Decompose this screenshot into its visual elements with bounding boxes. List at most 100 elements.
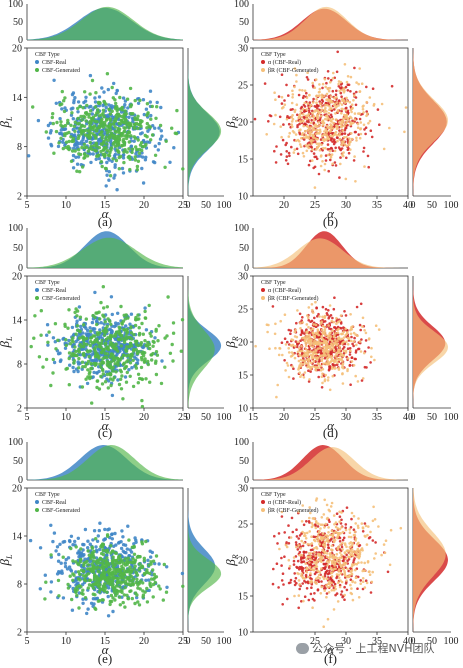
scatter-point <box>341 107 344 111</box>
scatter-point <box>327 77 330 80</box>
scatter-point <box>116 322 121 326</box>
scatter-point <box>52 78 56 83</box>
scatter-point <box>312 166 316 170</box>
scatter-point <box>314 123 317 126</box>
scatter-point <box>151 568 155 572</box>
scatter-point <box>307 575 310 579</box>
scatter-point <box>63 564 68 569</box>
panel-a: 510152025281420αβLCBF TypeCBF-RealCBF-Ge… <box>0 0 232 229</box>
scatter-point <box>334 354 337 358</box>
scatter-point <box>99 300 103 305</box>
scatter-point <box>345 506 349 510</box>
scatter-point <box>341 372 344 375</box>
scatter-point <box>341 119 345 123</box>
scatter-point <box>326 585 330 589</box>
scatter-point <box>349 383 352 387</box>
scatter-point <box>101 368 105 373</box>
scatter-point <box>345 99 349 103</box>
scatter-point <box>90 78 95 83</box>
top-marginal-tick-label: 100 <box>8 0 23 10</box>
scatter-point <box>329 99 333 102</box>
scatter-point <box>101 148 105 152</box>
scatter-point <box>154 554 159 558</box>
scatter-point <box>350 326 353 329</box>
scatter-point <box>119 576 123 580</box>
scatter-point <box>289 329 293 332</box>
legend-marker <box>261 288 265 292</box>
scatter-point <box>113 163 117 167</box>
top-marginal-density-generated <box>27 445 183 480</box>
scatter-point <box>367 337 371 340</box>
scatter-point <box>94 359 99 363</box>
scatter-point <box>104 166 108 171</box>
scatter-point <box>305 587 309 590</box>
scatter-point <box>299 327 302 330</box>
scatter-point <box>291 93 295 96</box>
scatter-point <box>327 99 330 103</box>
scatter-point <box>134 152 138 156</box>
scatter-point <box>71 166 76 170</box>
scatter-point <box>313 365 317 369</box>
scatter-point <box>104 105 108 110</box>
scatter-point <box>114 158 119 163</box>
scatter-point <box>361 316 365 320</box>
scatter-point <box>293 85 296 89</box>
scatter-point <box>105 578 109 582</box>
scatter-point <box>151 344 155 348</box>
x-axis-label: α <box>327 418 335 433</box>
scatter-point <box>94 545 98 549</box>
scatter-point <box>349 332 353 336</box>
x-tick-label: 15 <box>100 636 110 647</box>
scatter-point <box>329 119 333 123</box>
scatter-point <box>114 321 118 325</box>
scatter-point <box>83 575 87 579</box>
scatter-point <box>327 362 331 366</box>
scatter-point <box>158 587 162 591</box>
scatter-point <box>334 340 337 344</box>
scatter-point <box>69 135 73 139</box>
scatter-point <box>276 383 280 387</box>
scatter-point <box>305 520 308 523</box>
scatter-point <box>352 340 356 343</box>
scatter-point <box>81 588 85 592</box>
scatter-point <box>347 151 351 155</box>
scatter-point <box>88 92 92 96</box>
scatter-point <box>325 138 328 142</box>
y-tick-label: 15 <box>238 155 248 166</box>
top-marginal-tick-label: 100 <box>234 0 249 10</box>
scatter-point <box>310 303 314 306</box>
scatter-point <box>343 585 346 589</box>
scatter-point <box>119 344 124 348</box>
scatter-point <box>348 137 351 140</box>
scatter-point <box>144 377 148 381</box>
scatter-point <box>354 351 358 354</box>
scatter-point <box>74 155 78 159</box>
scatter-point <box>48 121 53 126</box>
scatter-point <box>314 349 318 353</box>
scatter-point <box>33 314 37 318</box>
scatter-point <box>331 316 334 320</box>
scatter-point <box>307 369 310 373</box>
scatter-point <box>319 369 323 372</box>
scatter-point <box>93 327 97 331</box>
scatter-point <box>305 331 309 335</box>
scatter-point <box>364 331 368 335</box>
scatter-point <box>156 339 160 343</box>
scatter-point <box>300 565 303 569</box>
scatter-point <box>56 559 61 563</box>
scatter-point <box>361 530 365 533</box>
scatter-point <box>146 340 150 345</box>
scatter-point <box>103 341 108 345</box>
scatter-point <box>273 332 277 336</box>
scatter-point <box>362 104 365 108</box>
scatter-point <box>70 608 75 612</box>
scatter-point <box>334 141 337 144</box>
scatter-point <box>292 367 295 371</box>
scatter-point <box>279 125 283 128</box>
scatter-point <box>289 332 292 336</box>
scatter-point <box>95 566 99 570</box>
scatter-point <box>325 343 329 347</box>
scatter-point <box>324 373 328 377</box>
scatter-point <box>263 82 267 85</box>
scatter-point <box>350 137 354 141</box>
